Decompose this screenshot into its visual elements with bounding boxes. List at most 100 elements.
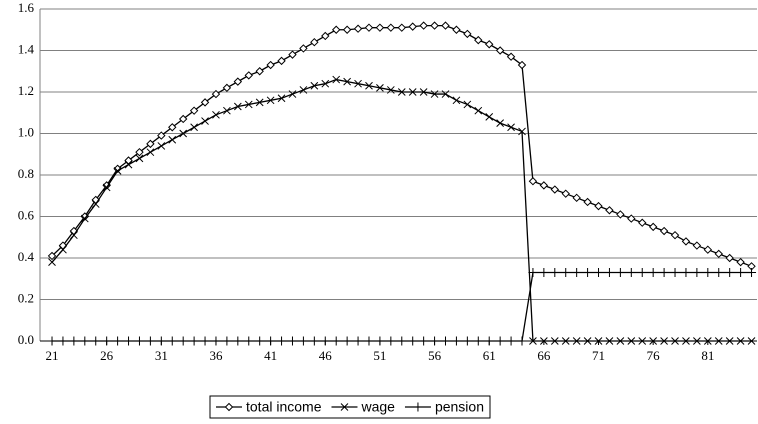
x-tick-label: 21 bbox=[46, 348, 59, 363]
marker bbox=[222, 336, 232, 346]
y-tick-label: 0.4 bbox=[18, 249, 35, 264]
marker bbox=[550, 185, 560, 194]
marker bbox=[255, 67, 264, 76]
marker bbox=[266, 336, 276, 346]
marker bbox=[233, 102, 242, 111]
marker bbox=[605, 206, 614, 215]
marker bbox=[583, 197, 592, 207]
y-tick-label: 1.4 bbox=[18, 41, 35, 56]
marker bbox=[583, 268, 593, 278]
marker bbox=[703, 245, 713, 254]
marker bbox=[178, 336, 188, 346]
marker bbox=[201, 117, 209, 125]
marker bbox=[353, 24, 363, 33]
series-line bbox=[51, 24, 752, 267]
marker bbox=[725, 253, 734, 263]
marker bbox=[572, 268, 582, 278]
marker bbox=[506, 52, 516, 61]
marker bbox=[616, 337, 625, 345]
marker bbox=[386, 336, 396, 346]
y-tick-label: 1.0 bbox=[18, 124, 34, 139]
marker bbox=[703, 268, 713, 278]
marker bbox=[277, 94, 286, 103]
marker bbox=[59, 245, 67, 254]
marker bbox=[408, 22, 417, 31]
legend: total income wage pension bbox=[209, 395, 491, 419]
marker bbox=[255, 336, 265, 346]
marker bbox=[419, 21, 428, 30]
marker bbox=[474, 35, 483, 45]
marker bbox=[463, 29, 472, 39]
marker bbox=[747, 268, 757, 278]
marker bbox=[212, 110, 220, 119]
marker bbox=[69, 336, 79, 346]
marker bbox=[616, 210, 625, 219]
marker bbox=[540, 337, 548, 345]
marker bbox=[375, 336, 385, 346]
marker bbox=[113, 166, 122, 175]
marker bbox=[605, 337, 614, 345]
marker bbox=[277, 56, 286, 66]
marker bbox=[452, 25, 461, 34]
marker bbox=[102, 183, 111, 192]
marker bbox=[157, 142, 166, 150]
marker bbox=[408, 336, 418, 346]
marker bbox=[58, 336, 68, 346]
marker bbox=[736, 268, 746, 278]
legend-label: pension bbox=[435, 399, 484, 415]
marker bbox=[244, 71, 253, 80]
marker bbox=[124, 336, 134, 346]
marker bbox=[288, 90, 297, 98]
x-tick-label: 61 bbox=[483, 348, 496, 363]
marker bbox=[91, 200, 100, 208]
marker bbox=[539, 268, 549, 278]
marker bbox=[550, 337, 559, 345]
marker bbox=[638, 218, 647, 227]
marker bbox=[331, 336, 341, 346]
legend-label: wage bbox=[360, 399, 395, 415]
marker bbox=[353, 336, 363, 346]
marker bbox=[648, 222, 658, 232]
marker bbox=[80, 336, 90, 346]
marker bbox=[681, 237, 691, 246]
marker bbox=[343, 77, 351, 86]
marker bbox=[714, 249, 723, 259]
marker bbox=[517, 336, 527, 346]
marker bbox=[419, 336, 429, 346]
marker bbox=[495, 46, 505, 55]
marker bbox=[736, 337, 745, 345]
marker bbox=[528, 268, 538, 278]
marker bbox=[211, 89, 221, 99]
marker bbox=[157, 131, 166, 140]
marker bbox=[179, 129, 188, 138]
marker bbox=[638, 337, 647, 345]
marker bbox=[342, 25, 352, 34]
x-tick-label: 46 bbox=[319, 348, 333, 363]
marker bbox=[397, 88, 406, 96]
marker bbox=[287, 336, 297, 346]
marker bbox=[332, 75, 341, 84]
y-tick-label: 0.0 bbox=[18, 332, 34, 347]
marker bbox=[156, 336, 166, 346]
marker bbox=[342, 336, 352, 346]
marker bbox=[692, 241, 702, 250]
marker bbox=[354, 79, 362, 88]
marker bbox=[517, 60, 527, 70]
marker bbox=[309, 336, 319, 346]
x-tick-label: 66 bbox=[537, 348, 551, 363]
y-tick-label: 1.2 bbox=[18, 83, 34, 98]
marker bbox=[200, 98, 210, 107]
marker bbox=[146, 148, 155, 157]
marker bbox=[518, 127, 526, 136]
marker bbox=[594, 201, 603, 211]
marker bbox=[649, 337, 658, 345]
marker bbox=[539, 181, 549, 190]
marker bbox=[463, 100, 472, 109]
marker bbox=[70, 231, 78, 240]
marker bbox=[430, 336, 440, 346]
marker bbox=[47, 336, 57, 346]
marker bbox=[224, 402, 234, 412]
marker bbox=[462, 336, 472, 346]
marker bbox=[386, 23, 396, 32]
y-tick-label: 1.6 bbox=[18, 0, 35, 15]
